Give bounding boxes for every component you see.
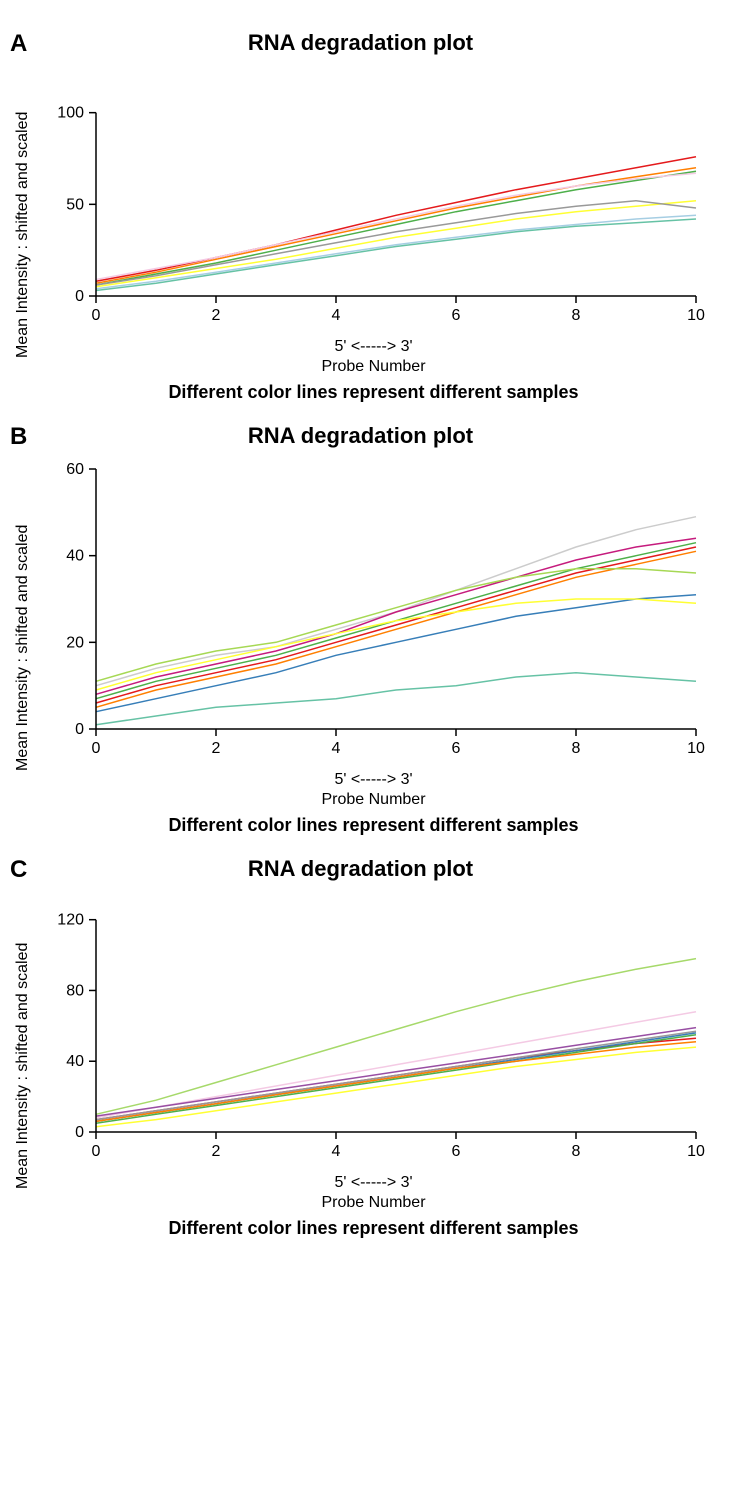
plot-svg: 0 2 4 6 8 10 0 20 40 60 [36,459,706,769]
x-tick-label: 10 [687,740,705,757]
chart-title: RNA degradation plot [10,30,711,56]
y-tick-label: 40 [66,548,84,565]
y-axis-label: Mean Intensity : shifted and scaled [10,459,36,836]
y-tick-label: 80 [66,982,84,999]
y-tick-label: 40 [66,1053,84,1070]
x-tick-label: 2 [212,740,221,757]
panel-label: C [10,856,27,884]
x-tick-label: 6 [452,1143,461,1160]
panels-mount: A RNA degradation plot Mean Intensity : … [10,30,711,1239]
y-tick-label: 0 [75,1124,84,1141]
y-tick-label: 50 [66,196,84,213]
panel-label: B [10,423,27,451]
y-tick-label: 0 [75,721,84,738]
plot-svg: 0 2 4 6 8 10 0 40 80 120 [36,892,706,1172]
x-tick-label: 6 [452,740,461,757]
plot-area: 0 2 4 6 8 10 0 20 40 60 5' <-----> 3' Probe Numb… [36,459,711,836]
plot-area: 0 2 4 6 8 10 0 50 100 5' <-----> 3' Probe Numbe… [36,66,711,403]
x-tick-label: 2 [212,1143,221,1160]
y-axis-label: Mean Intensity : shifted and scaled [10,892,36,1239]
panel-caption: Different color lines represent differen… [36,382,711,403]
x-tick-label: 4 [332,307,341,324]
series-line-6 [96,219,696,291]
x-tick-label: 8 [572,740,581,757]
series-line-3 [96,551,696,707]
x-axis-sublabel-direction: 5' <-----> 3' [36,338,711,356]
series-line-0 [96,959,696,1115]
series-line-7 [96,1047,696,1127]
plot-row: Mean Intensity : shifted and scaled 0 2 4 6… [10,459,711,836]
series-line-4 [96,201,696,287]
x-axis-sublabel-direction: 5' <-----> 3' [36,771,711,789]
series-line-1 [96,1012,696,1118]
y-tick-label: 0 [75,288,84,305]
x-tick-label: 10 [687,1143,705,1160]
y-tick-label: 120 [57,912,84,929]
series-line-0 [96,517,696,686]
plot-row: Mean Intensity : shifted and scaled 0 2 4 6… [10,892,711,1239]
y-axis-label: Mean Intensity : shifted and scaled [10,66,36,403]
plot-svg: 0 2 4 6 8 10 0 50 100 [36,66,706,336]
series-line-3 [96,173,696,279]
chart-title: RNA degradation plot [10,423,711,449]
panel-label: A [10,30,27,58]
series-line-6 [96,1028,696,1117]
figure-container: A RNA degradation plot Mean Intensity : … [0,0,731,1259]
x-axis-sublabel-direction: 5' <-----> 3' [36,1174,711,1192]
panel-C: C RNA degradation plot Mean Intensity : … [10,856,711,1239]
x-axis-label: Probe Number [36,1194,711,1212]
panel-A: A RNA degradation plot Mean Intensity : … [10,30,711,403]
x-tick-label: 8 [572,1143,581,1160]
x-tick-label: 4 [332,740,341,757]
panel-caption: Different color lines represent differen… [36,815,711,836]
x-axis-label: Probe Number [36,358,711,376]
x-tick-label: 6 [452,307,461,324]
plot-row: Mean Intensity : shifted and scaled 0 2 4 6… [10,66,711,403]
y-tick-label: 100 [57,105,84,122]
panel-caption: Different color lines represent differen… [36,1218,711,1239]
y-tick-label: 20 [66,634,84,651]
x-tick-label: 0 [92,740,101,757]
series-line-8 [96,1031,696,1119]
x-tick-label: 10 [687,307,705,324]
x-tick-label: 0 [92,307,101,324]
panel-B: B RNA degradation plot Mean Intensity : … [10,423,711,836]
plot-area: 0 2 4 6 8 10 0 40 80 120 5' <-----> 3' Probe Num… [36,892,711,1239]
x-tick-label: 2 [212,307,221,324]
series-line-5 [96,215,696,288]
x-axis-label: Probe Number [36,791,711,809]
series-line-8 [96,673,696,725]
x-tick-label: 0 [92,1143,101,1160]
y-tick-label: 60 [66,461,84,478]
x-tick-label: 4 [332,1143,341,1160]
series-line-4 [96,1035,696,1124]
x-tick-label: 8 [572,307,581,324]
series-line-2 [96,171,696,285]
chart-title: RNA degradation plot [10,856,711,882]
